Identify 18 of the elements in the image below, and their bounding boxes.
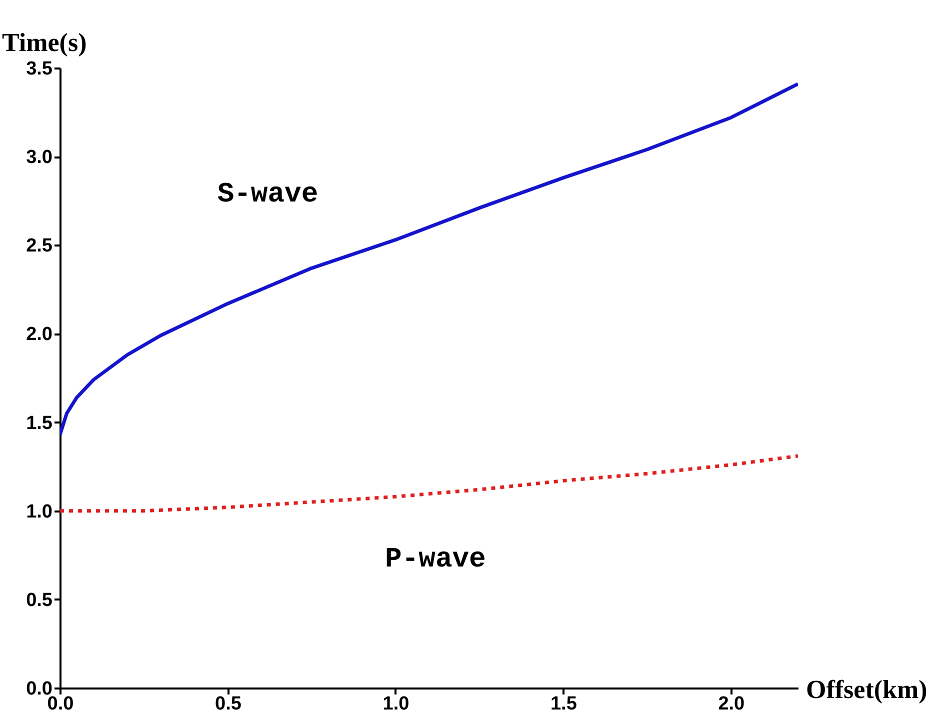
x-tick-label: 2.0: [718, 694, 745, 714]
y-tick-label: 1.0: [26, 501, 52, 522]
line-series: [60, 454, 798, 513]
y-axis-title: Time(s): [2, 28, 87, 57]
series-label: P-wave: [385, 544, 486, 576]
line-series: [60, 82, 798, 436]
y-tick-label: 3.0: [26, 147, 52, 168]
y-tick-label: 2.0: [26, 324, 52, 346]
x-tick-label: 1.0: [382, 694, 410, 714]
x-tick-label: 0.5: [215, 694, 242, 714]
x-tick-label: 0.0: [47, 694, 74, 714]
y-tick-label: 3.5: [26, 58, 53, 80]
y-tick-label: 2.5: [26, 236, 53, 257]
series-label: S-wave: [217, 180, 318, 211]
y-tick-label: 0.5: [26, 590, 53, 611]
x-axis-title: Offset(km): [806, 675, 927, 704]
y-tick-label: 1.5: [26, 412, 53, 434]
x-tick-label: 1.5: [550, 694, 578, 714]
